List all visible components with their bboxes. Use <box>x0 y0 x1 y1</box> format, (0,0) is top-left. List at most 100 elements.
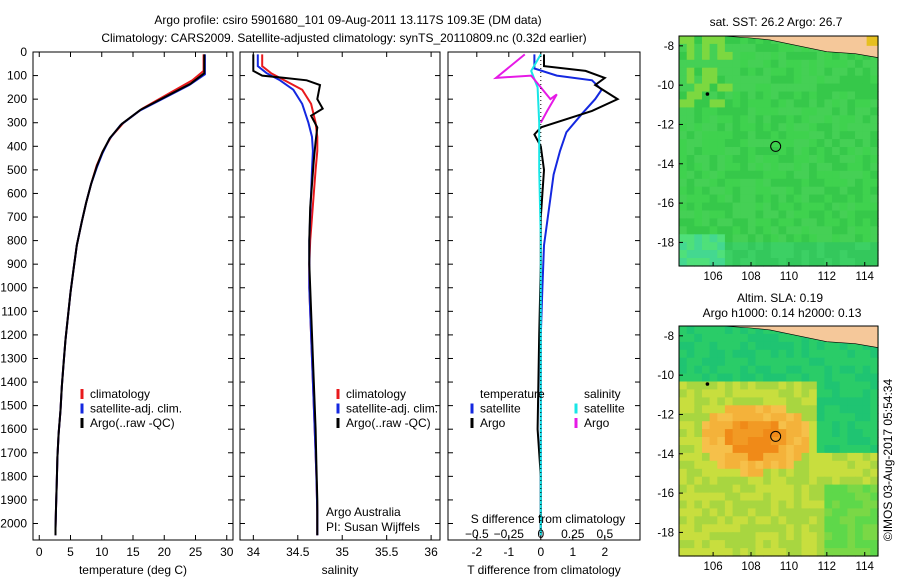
map-cell <box>770 389 780 398</box>
x-tick-label: 5 <box>67 545 74 559</box>
map-cell <box>862 107 871 116</box>
map-cell <box>740 532 749 541</box>
map-cell <box>847 349 856 359</box>
map-cell <box>724 429 734 438</box>
map-y-tick-label: -12 <box>657 409 674 421</box>
map-cell <box>786 43 795 53</box>
map-cell <box>786 242 795 251</box>
map-cell <box>770 226 780 235</box>
map-cell <box>763 326 772 335</box>
map-cell <box>717 115 726 124</box>
map-cell <box>793 468 803 478</box>
map-cell <box>694 226 703 235</box>
map-cell <box>816 421 826 430</box>
map-cell <box>770 452 780 462</box>
map-cell <box>763 210 772 219</box>
map-cell <box>755 429 764 438</box>
map-cell <box>763 516 772 525</box>
x-axis-label: salinity <box>322 563 359 577</box>
map-cell <box>770 373 780 383</box>
argo-position-marker <box>770 140 782 152</box>
legend-label: Argo <box>584 416 610 430</box>
map-cell <box>702 429 711 438</box>
map-cell <box>686 178 695 188</box>
map-cell <box>862 492 871 502</box>
map-cell <box>686 258 695 267</box>
map-cell <box>702 91 711 100</box>
map-cell <box>870 99 879 108</box>
map-cell <box>809 218 818 227</box>
map-cell <box>679 389 688 398</box>
map-cell <box>694 429 703 438</box>
map-cell <box>732 333 741 343</box>
map-cell <box>763 43 772 53</box>
map-cell <box>770 115 780 124</box>
map-cell <box>717 43 726 53</box>
map-cell <box>763 107 772 116</box>
map-cell <box>679 524 688 533</box>
map-cell <box>740 476 749 486</box>
map-cell <box>717 421 726 430</box>
map-cell <box>847 258 856 267</box>
map-cell <box>770 170 780 180</box>
map-cell <box>870 91 879 100</box>
map-cell <box>747 51 757 61</box>
map-cell <box>686 516 695 525</box>
map-cell <box>702 115 711 124</box>
map-cell <box>778 333 787 343</box>
x-tick-label: 1 <box>569 545 576 559</box>
map-cell <box>839 67 848 77</box>
map-cell <box>855 445 864 454</box>
map-cell <box>832 429 841 438</box>
map-cell <box>809 250 818 259</box>
map-cell <box>740 178 749 188</box>
map-cell <box>747 333 757 343</box>
map-cell <box>801 226 810 235</box>
map-cell <box>801 429 810 438</box>
map-cell <box>747 532 757 541</box>
map-cell <box>832 210 841 219</box>
map-cell <box>679 234 688 243</box>
map-cell <box>702 242 711 251</box>
map-cell <box>862 357 871 367</box>
map-cell <box>847 162 856 172</box>
map-cell <box>832 131 841 140</box>
x-tick-label: -2 <box>471 545 482 559</box>
map-cell <box>724 43 734 53</box>
map-cell <box>702 373 711 383</box>
map-cell <box>816 218 826 227</box>
map-cell <box>747 405 757 414</box>
map-cell <box>732 250 741 259</box>
map-cell <box>816 508 826 517</box>
map-cell <box>839 405 848 414</box>
map-cell <box>809 484 818 494</box>
map-cell <box>816 492 826 502</box>
map-cell <box>709 91 718 100</box>
map-cell <box>740 508 749 517</box>
map-cell <box>847 250 856 259</box>
map-cell <box>747 242 757 251</box>
map-cell <box>801 460 810 470</box>
map-cell <box>702 357 711 367</box>
map-cell <box>747 389 757 398</box>
series-argo-raw-qc- <box>252 54 325 536</box>
map-cell <box>855 484 864 494</box>
map-cell <box>702 131 711 140</box>
map-cell <box>686 397 695 406</box>
map-cell <box>694 131 703 140</box>
map-cell <box>847 389 856 398</box>
map-cell <box>702 202 711 212</box>
map-cell <box>755 115 764 124</box>
map-cell <box>832 452 841 462</box>
map-cell <box>686 389 695 398</box>
map-cell <box>709 476 718 486</box>
map-cell <box>847 452 856 462</box>
map-cell <box>724 75 734 85</box>
map-cell <box>679 373 688 383</box>
map-cell <box>770 524 780 533</box>
map-cell <box>763 186 772 196</box>
series-satellite-adj-clim- <box>256 54 319 536</box>
map-cell <box>862 516 871 525</box>
map-cell <box>709 36 718 45</box>
map-cell <box>793 226 803 235</box>
